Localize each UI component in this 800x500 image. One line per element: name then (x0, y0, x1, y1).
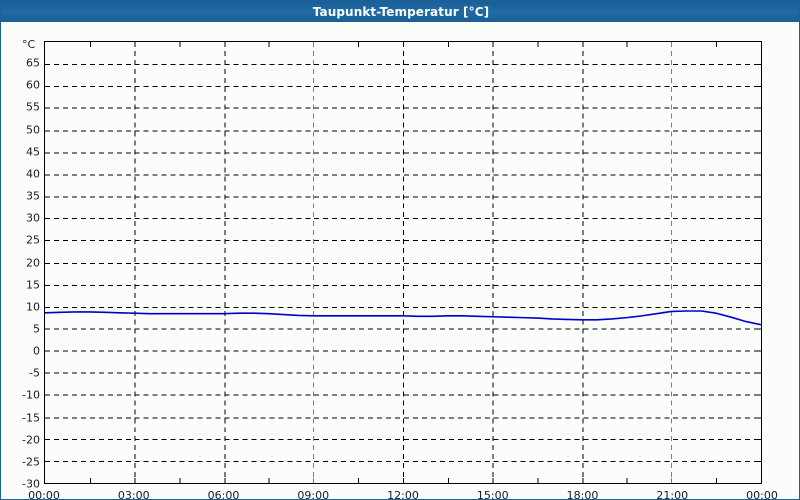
x-axis-tick-time: 00:00 (28, 489, 60, 500)
y-axis-unit-label: °C (22, 38, 36, 51)
y-axis-tick-label: -15 (22, 411, 40, 425)
y-axis-tick-label: 5 (33, 322, 40, 336)
x-axis-tick-label: 18:0029.01.18 (543, 489, 623, 500)
y-axis-tick-label: 35 (26, 189, 40, 203)
y-axis-tick-label: 20 (26, 256, 40, 269)
y-axis-tick-label: -25 (22, 455, 40, 469)
x-axis-tick-time: 00:00 (746, 489, 778, 500)
y-axis-tick-label: -20 (22, 433, 40, 447)
x-axis-tick-label: 09:0029.01.18 (273, 489, 353, 500)
page-title: Taupunkt-Temperatur [°C] (312, 4, 490, 19)
y-axis-tick-label: 25 (26, 233, 40, 247)
x-axis-tick-time: 03:00 (117, 489, 150, 500)
x-axis-tick-time: 21:00 (656, 489, 689, 500)
y-axis-tick-label: 0 (33, 344, 40, 358)
x-axis-tick-label: 00:0030.01.18 (722, 489, 799, 500)
x-axis-tick-label: 03:0029.01.18 (94, 489, 174, 500)
x-axis-tick-label: 00:0029.01.18 (4, 489, 84, 500)
x-axis-tick-label: 15:0029.01.18 (453, 489, 533, 500)
plot-area (44, 41, 762, 484)
y-axis-tick-label: -5 (29, 366, 40, 380)
y-axis-tick-label: 60 (26, 78, 40, 92)
y-axis-tick-label: -10 (22, 388, 40, 402)
grid-layer (45, 42, 761, 483)
y-axis-tick-label: 15 (26, 278, 40, 292)
y-axis-tick-label: 10 (26, 300, 40, 314)
window-title-bar: Taupunkt-Temperatur [°C] (1, 1, 799, 22)
x-axis-tick-label: 12:0029.01.18 (363, 489, 443, 500)
x-axis-tick-time: 18:00 (566, 489, 599, 500)
y-axis-tick-label: 55 (26, 100, 40, 114)
chart-canvas: °C 65 60 55 50 45 40 35 30 25 20 15 10 5 0 -5 -10 -15 -20… (1, 22, 799, 499)
data-line-layer (45, 310, 761, 326)
x-axis-tick-time: 09:00 (297, 489, 330, 500)
y-axis-tick-label: -30 (22, 477, 40, 491)
y-axis-tick-label: 30 (26, 211, 40, 225)
y-axis-labels: 65 60 55 50 45 40 35 30 25 20 15 10 5 0 -5 -10 -15 -20 -25… (1, 22, 40, 499)
x-axis-labels: 00:0029.01.1803:0029.01.1806:0029.01.180… (1, 22, 799, 499)
x-axis-tick-time: 15:00 (476, 489, 509, 500)
x-axis-tick-label: 06:0029.01.18 (184, 489, 264, 500)
y-axis-tick-label: 50 (26, 123, 40, 137)
y-axis-tick-label: 65 (26, 56, 40, 70)
x-axis-tick-time: 06:00 (207, 489, 240, 500)
x-axis-tick-label: 21:0029.01.18 (632, 489, 712, 500)
x-axis-tick-time: 12:00 (387, 489, 419, 500)
y-axis-tick-label: 40 (26, 167, 40, 181)
y-axis-tick-label: 45 (26, 145, 40, 159)
